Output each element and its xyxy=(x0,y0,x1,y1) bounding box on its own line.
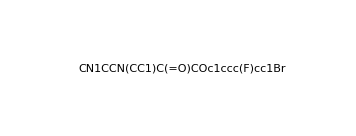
Text: CN1CCN(CC1)C(=O)COc1ccc(F)cc1Br: CN1CCN(CC1)C(=O)COc1ccc(F)cc1Br xyxy=(79,64,286,74)
